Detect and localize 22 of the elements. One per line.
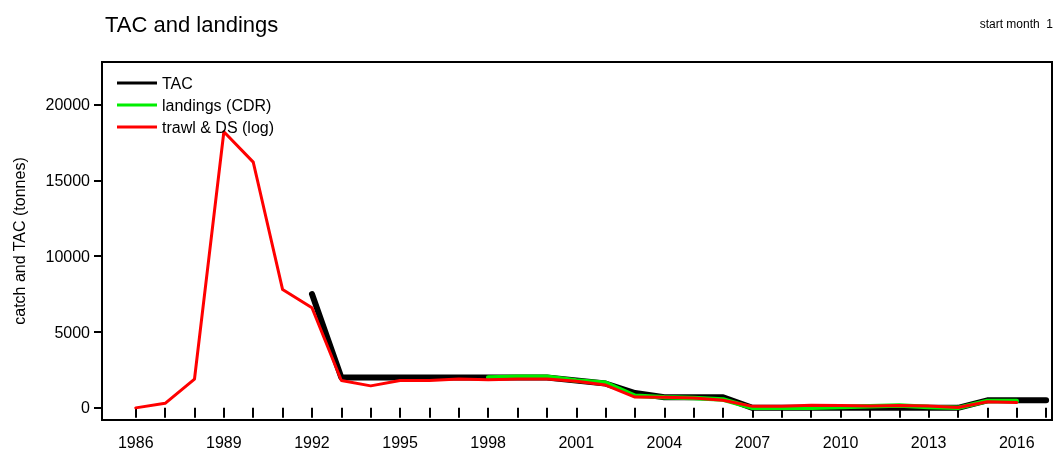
x-tick-label: 2013 [910,433,947,451]
legend-label: landings (CDR) [162,96,272,114]
y-tick-label: 15000 [45,171,91,189]
x-tick-label: 1986 [117,433,154,451]
x-tick-label: 2004 [646,433,683,451]
text: start month 1 [979,17,1054,31]
x-tick-label: 1992 [294,433,330,451]
y-tick-label: 20000 [45,95,91,113]
chart-title: TAC and landings [105,11,279,37]
x-tick-label: 2016 [998,433,1035,451]
y-tick-label: 5000 [54,323,91,341]
x-tick-label: 1989 [206,433,242,451]
x-tick-label: 2001 [558,433,595,451]
legend-label: trawl & DS (log) [162,118,275,136]
legend-label: TAC [162,74,193,92]
y-tick-label: 0 [81,399,91,417]
x-tick-label: 2007 [734,433,771,451]
x-tick-label: 1995 [382,433,418,451]
x-tick-label: 1998 [470,433,507,451]
y-tick-label: 10000 [45,247,91,265]
x-tick-label: 2010 [822,433,859,451]
y-axis-title: catch and TAC (tonnes) [10,157,28,325]
